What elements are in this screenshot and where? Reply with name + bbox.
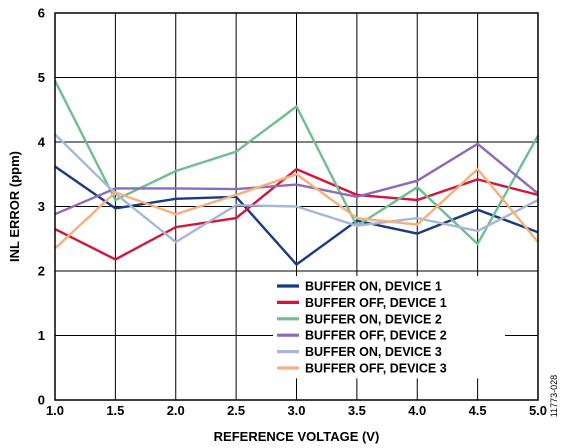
x-tick-label: 4.5 [469, 403, 487, 418]
y-tick-label: 5 [38, 70, 45, 85]
y-tick-label: 2 [38, 264, 45, 279]
x-axis-title: REFERENCE VOLTAGE (V) [214, 429, 380, 444]
x-tick-label: 5.0 [529, 403, 547, 418]
y-tick-label: 4 [38, 135, 46, 150]
y-tick-label: 0 [38, 393, 45, 408]
x-tick-label: 1.0 [46, 403, 64, 418]
series-line [54, 142, 539, 216]
series-line [54, 167, 539, 250]
y-tick-label: 1 [38, 328, 45, 343]
legend-background [273, 276, 505, 379]
x-tick-label: 2.0 [167, 403, 185, 418]
legend-label: BUFFER ON, DEVICE 1 [305, 280, 442, 294]
legend-label: BUFFER OFF, DEVICE 3 [305, 362, 447, 376]
legend-label: BUFFER ON, DEVICE 2 [305, 312, 442, 326]
x-tick-label: 2.5 [227, 403, 245, 418]
legend: BUFFER ON, DEVICE 1 BUFFER OFF, DEVICE 1 B… [277, 280, 447, 376]
x-tick-label: 3.0 [287, 403, 305, 418]
y-tick-label: 3 [38, 199, 45, 214]
y-axis-title: INL ERROR (ppm) [7, 151, 22, 262]
series-line [53, 80, 540, 246]
figure-id: 11773-028 [549, 375, 559, 417]
series-line [54, 165, 539, 267]
series-line [54, 133, 539, 244]
x-tick-labels: 1.0 1.5 2.0 2.5 3.0 3.5 4.0 4.5 5.0 [46, 403, 547, 418]
x-tick-label: 4.0 [408, 403, 426, 418]
y-tick-labels: 0 1 2 3 4 5 6 [38, 6, 46, 408]
legend-label: BUFFER ON, DEVICE 3 [305, 345, 442, 359]
legend-label: BUFFER OFF, DEVICE 2 [305, 329, 447, 343]
y-tick-label: 6 [38, 6, 45, 21]
legend-label: BUFFER OFF, DEVICE 1 [305, 296, 447, 310]
series-lines [53, 80, 540, 267]
x-tick-label: 1.5 [106, 403, 124, 418]
plot-frame [54, 12, 539, 401]
x-tick-label: 3.5 [348, 403, 366, 418]
